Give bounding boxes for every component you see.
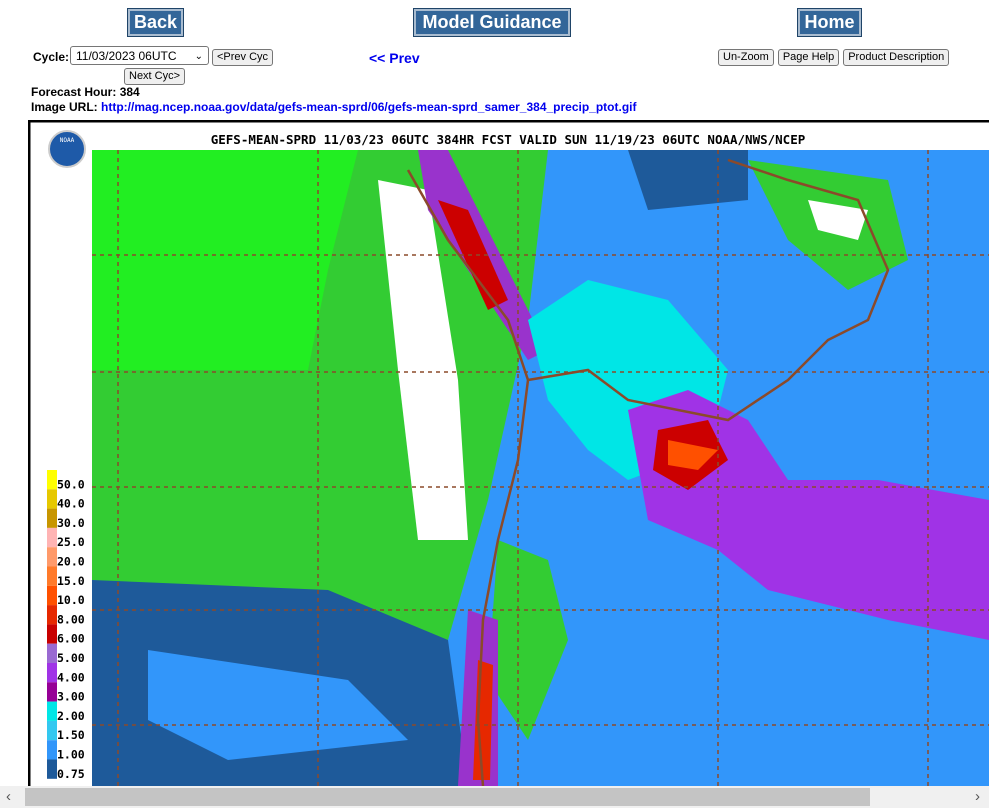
cycle-select[interactable]: 11/03/2023 06UTC ⌄ [70, 46, 209, 65]
legend-swatch [47, 701, 57, 721]
map-title: GEFS-MEAN-SPRD 11/03/23 06UTC 384HR FCST… [211, 132, 806, 147]
legend-swatch [47, 740, 57, 760]
horizontal-scrollbar[interactable]: ‹ › [0, 786, 989, 808]
legend-label: 3.00 [57, 690, 85, 704]
legend-label: 6.00 [57, 632, 85, 646]
legend-swatch [47, 759, 57, 779]
legend-swatch [47, 470, 57, 490]
legend-swatch [47, 585, 57, 606]
image-url: Image URL: http://mag.ncep.noaa.gov/data… [31, 100, 637, 114]
scroll-right-arrow[interactable]: › [975, 788, 980, 805]
noaa-logo-text: NOAA [60, 137, 75, 144]
forecast-map: GEFS-MEAN-SPRD 11/03/23 06UTC 384HR FCST… [28, 120, 989, 786]
legend-swatch [47, 643, 57, 663]
forecast-hour-value: 384 [119, 85, 140, 99]
legend-swatch [47, 508, 57, 528]
legend-swatch [47, 720, 57, 741]
prev-link[interactable]: << Prev [369, 50, 420, 66]
model-guidance-button[interactable]: Model Guidance [413, 8, 571, 37]
noaa-logo [48, 130, 86, 168]
map-field [92, 150, 989, 786]
legend: 50.0 40.0 30.0 25.0 20.0 15.0 10.0 8.00 6.00 5.00… [47, 470, 85, 781]
cycle-selected: 11/03/2023 06UTC [76, 49, 177, 63]
legend-label: 40.0 [57, 497, 85, 511]
tool-button[interactable]: Page Help [777, 49, 840, 66]
tool-button[interactable]: Un-Zoom [718, 49, 774, 66]
next-cycle-button[interactable]: Next Cyc> [124, 68, 186, 85]
legend-label: 4.00 [57, 670, 85, 684]
legend-swatch [47, 566, 57, 586]
tool-button[interactable]: Product Description [843, 49, 950, 66]
legend-swatch [47, 605, 57, 625]
legend-label: 2.00 [57, 709, 85, 723]
tool-buttons: Un-Zoom Page Help Product Description [718, 49, 950, 66]
legend-label: 5.00 [57, 651, 85, 665]
legend-swatch [47, 489, 57, 509]
legend-label: 25.0 [57, 535, 85, 549]
scroll-left-arrow[interactable]: ‹ [6, 788, 11, 805]
legend-swatch [47, 527, 57, 548]
legend-label: 8.00 [57, 612, 85, 626]
forecast-hour: Forecast Hour: 384 [31, 85, 140, 99]
legend-swatch [47, 624, 57, 644]
image-url-link[interactable]: http://mag.ncep.noaa.gov/data/gefs-mean-… [101, 100, 637, 114]
forecast-hour-label: Forecast Hour: [31, 85, 117, 99]
legend-swatch [47, 547, 57, 567]
back-button[interactable]: Back [127, 8, 184, 37]
legend-swatch [47, 663, 57, 683]
legend-label: 10.0 [57, 593, 85, 607]
legend-label: 15.0 [57, 574, 85, 588]
scrollbar-thumb[interactable] [25, 788, 870, 806]
home-button[interactable]: Home [797, 8, 862, 37]
legend-label: 50.0 [57, 477, 85, 491]
legend-label: 1.00 [57, 748, 85, 762]
image-url-label: Image URL: [31, 100, 98, 114]
cycle-label: Cycle: [33, 50, 70, 64]
legend-label: 30.0 [57, 516, 85, 530]
legend-label: 0.75 [57, 767, 85, 781]
prev-cycle-button[interactable]: <Prev Cyc [212, 49, 274, 66]
legend-label: 20.0 [57, 555, 85, 569]
legend-label: 1.50 [57, 728, 85, 742]
legend-swatch [47, 682, 57, 702]
